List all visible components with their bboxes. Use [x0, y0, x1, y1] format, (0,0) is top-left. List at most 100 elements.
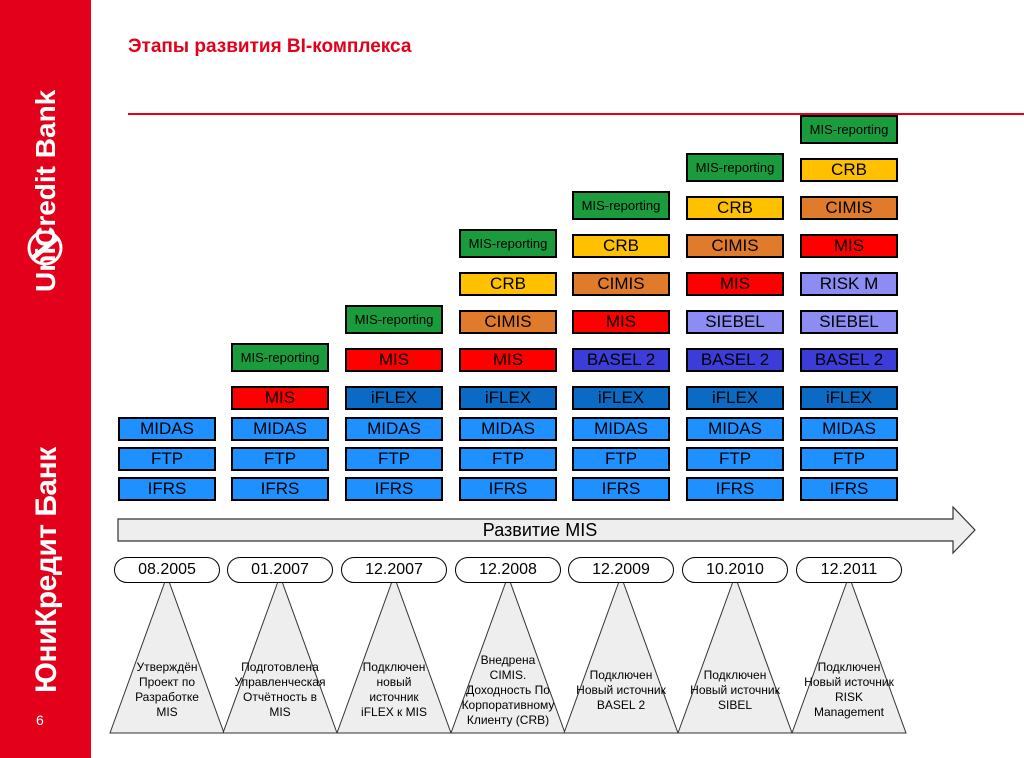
description-line: Подключен: [362, 660, 426, 674]
module-ifrs: IFRS: [572, 477, 670, 501]
description-line: CIMIS.: [489, 667, 527, 682]
module-midas: MIDAS: [345, 417, 443, 441]
module-mis-reporting: MIS-reporting: [686, 153, 784, 182]
module-cimis: CIMIS: [800, 196, 898, 220]
module-mis: MIS: [231, 386, 329, 410]
milestone-description: Подготовлена Управленческая Отчётность в MI…: [220, 660, 340, 720]
milestone-description: Подключен Новый источник RISK Management: [789, 660, 909, 720]
description-line: Новый источник: [690, 682, 780, 697]
module-mis-reporting: MIS-reporting: [459, 229, 557, 258]
description-line: Отчётность в: [242, 690, 317, 704]
unicredit-logo-icon: [27, 230, 63, 266]
module-mis: MIS: [800, 234, 898, 258]
module-crb: CRB: [686, 196, 784, 220]
module-cimis: CIMIS: [686, 234, 784, 258]
module-midas: MIDAS: [231, 417, 329, 441]
brand-sidebar: UniCredit Bank ЮниКредит Банк 6: [0, 0, 91, 758]
module-risk-m: RISK M: [800, 272, 898, 296]
milestone-description: Подключен Новый источник SIBEL: [675, 668, 795, 713]
module-midas: MIDAS: [118, 417, 216, 441]
milestone-date: 12.2007: [341, 557, 447, 583]
module-cimis: CIMIS: [572, 272, 670, 296]
module-crb: CRB: [800, 158, 898, 182]
module-cimis: CIMIS: [459, 310, 557, 334]
milestone-description: Подключен Новый источник BASEL 2: [561, 668, 681, 713]
description-line: Проект по: [138, 675, 196, 689]
description-line: MIS: [269, 705, 291, 719]
milestone-description: Утверждён Проект по Разработке MIS: [107, 660, 227, 720]
description-line: Клиенту (CRB): [466, 712, 550, 727]
description-line: новый: [376, 675, 412, 689]
module-mis: MIS: [686, 272, 784, 296]
module-ftp: FTP: [231, 447, 329, 471]
module-crb: CRB: [572, 234, 670, 258]
module-ifrs: IFRS: [686, 477, 784, 501]
description-line: iFLEX к MIS: [361, 705, 427, 719]
module-mis: MIS: [459, 348, 557, 372]
title-divider: [128, 113, 1024, 115]
module-mis-reporting: MIS-reporting: [800, 115, 898, 144]
milestone-date: 12.2008: [455, 557, 561, 583]
description-line: Подключен: [817, 660, 881, 674]
module-iflex: iFLEX: [572, 386, 670, 410]
description-line: Разработке: [135, 690, 199, 704]
description-line: Внедрена: [480, 652, 536, 667]
milestone-date: 08.2005: [114, 557, 220, 583]
module-mis-reporting: MIS-reporting: [345, 305, 443, 334]
module-mis: MIS: [345, 348, 443, 372]
milestone-date: 01.2007: [227, 557, 333, 583]
module-siebel: SIEBEL: [686, 310, 784, 334]
module-ftp: FTP: [686, 447, 784, 471]
module-ftp: FTP: [459, 447, 557, 471]
module-mis-reporting: MIS-reporting: [572, 191, 670, 220]
description-line: источник: [369, 690, 419, 704]
timeline-arrow: [117, 506, 976, 555]
module-midas: MIDAS: [572, 417, 670, 441]
description-line: MIS: [156, 705, 178, 719]
module-mis: MIS: [572, 310, 670, 334]
module-ftp: FTP: [800, 447, 898, 471]
module-ifrs: IFRS: [459, 477, 557, 501]
description-line: Утверждён: [136, 660, 198, 674]
description-line: Новый источник: [804, 675, 894, 689]
description-line: Management: [813, 705, 885, 719]
module-iflex: iFLEX: [459, 386, 557, 410]
page-number: 6: [36, 712, 44, 728]
milestone-description: Подключен новый источник iFLEX к MIS: [334, 660, 454, 720]
module-basel-2: BASEL 2: [686, 348, 784, 372]
description-line: RISK: [834, 690, 863, 704]
module-basel-2: BASEL 2: [800, 348, 898, 372]
description-line: SIBEL: [717, 697, 753, 712]
milestone-description: Внедрена CIMIS. Доходность По Корпоративном…: [448, 653, 568, 728]
module-midas: MIDAS: [686, 417, 784, 441]
description-line: Новый источник: [576, 682, 666, 697]
module-mis-reporting: MIS-reporting: [231, 343, 329, 372]
module-ifrs: IFRS: [118, 477, 216, 501]
module-iflex: iFLEX: [800, 386, 898, 410]
milestone-date: 12.2009: [568, 557, 674, 583]
description-line: Подключен: [703, 667, 767, 682]
module-midas: MIDAS: [459, 417, 557, 441]
description-line: Подготовлена: [241, 660, 319, 674]
module-ifrs: IFRS: [231, 477, 329, 501]
brand-name-ru: ЮниКредит Банк: [30, 447, 63, 693]
milestone-date: 12.2011: [796, 557, 902, 583]
module-midas: MIDAS: [800, 417, 898, 441]
timeline-label: Развитие MIS: [482, 520, 598, 540]
module-ifrs: IFRS: [345, 477, 443, 501]
module-iflex: iFLEX: [345, 386, 443, 410]
description-line: Управленческая: [234, 675, 326, 689]
module-basel-2: BASEL 2: [572, 348, 670, 372]
module-ftp: FTP: [572, 447, 670, 471]
page-title: Этапы развития BI-комплекса: [128, 36, 412, 57]
description-line: BASEL 2: [596, 697, 646, 712]
module-iflex: iFLEX: [686, 386, 784, 410]
module-siebel: SIEBEL: [800, 310, 898, 334]
module-crb: CRB: [459, 272, 557, 296]
module-ftp: FTP: [345, 447, 443, 471]
description-line: Доходность По: [466, 682, 550, 697]
module-ftp: FTP: [118, 447, 216, 471]
description-line: Корпоративному: [461, 697, 555, 712]
milestone-date: 10.2010: [682, 557, 788, 583]
module-ifrs: IFRS: [800, 477, 898, 501]
